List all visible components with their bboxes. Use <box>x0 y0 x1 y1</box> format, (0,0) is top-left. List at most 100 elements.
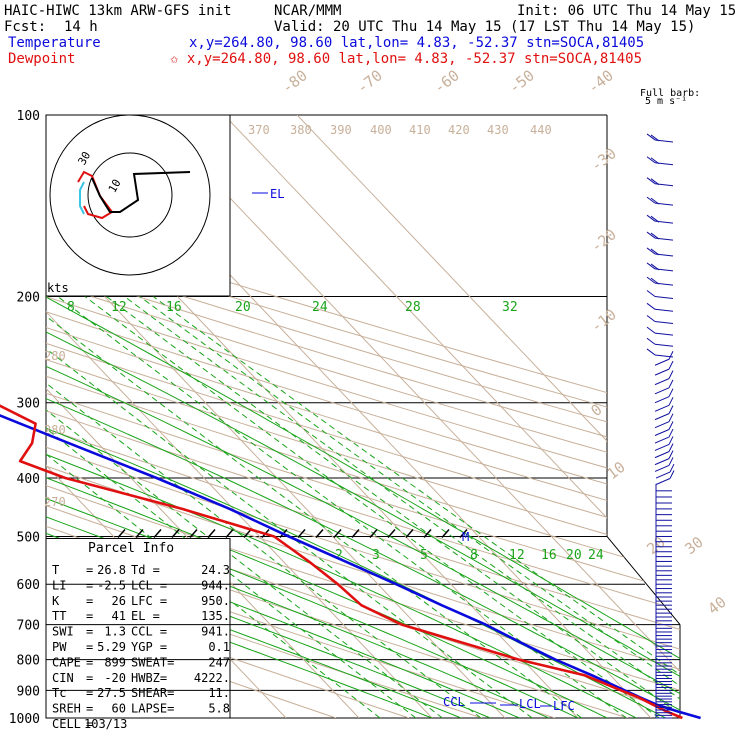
mixing-ratio-label: 8 <box>470 548 478 563</box>
wind-barb-flag <box>646 326 656 334</box>
dry-adiabat <box>46 115 680 718</box>
hodograph-trace-surface <box>79 181 85 215</box>
dry-adiabat <box>46 115 410 718</box>
isotherm-label: -30 <box>587 144 619 175</box>
pressure-label-100: 100 <box>17 109 40 124</box>
wind-barb-shaft <box>654 396 670 404</box>
mixing-ratio-line <box>139 296 680 718</box>
wind-barb-shaft <box>654 320 674 324</box>
tropopause-hatch <box>315 528 324 538</box>
fcst-label: Fcst: <box>4 19 46 35</box>
theta-label: 410 <box>409 123 431 137</box>
wind-barb-flag <box>668 413 674 422</box>
tropopause-hatch <box>441 528 450 538</box>
parcel-cell: = <box>86 655 93 669</box>
wind-barb-flag <box>646 177 656 185</box>
tropopause-hatch <box>225 528 234 538</box>
isotherm-label: -80 <box>278 66 310 97</box>
tropopause-hatch <box>333 528 342 538</box>
sounding-series <box>0 404 701 720</box>
parcel-cell: 5.8 <box>208 702 230 716</box>
mixing-ratio-line <box>57 296 627 718</box>
hodograph <box>45 114 231 297</box>
tropopause-hatch <box>243 528 252 538</box>
ccl-marker: CCL <box>443 695 465 709</box>
hodograph-trace-upper <box>91 171 191 213</box>
isotherm-label: -60 <box>430 66 462 97</box>
dry-adiabat <box>46 115 680 718</box>
parcel-cell: = <box>86 671 93 685</box>
isotherm-line <box>296 115 680 718</box>
theta-labels: 370 380 390 400 410 420 430 440 280 280 270 <box>44 123 552 509</box>
dry-adiabat <box>46 115 680 718</box>
mixing-ratio-line <box>84 296 660 718</box>
barb-key-line2: 5 m s⁻¹ <box>645 96 687 107</box>
mixing-ratio-line <box>46 296 417 718</box>
dry-adiabat <box>46 115 680 718</box>
parcel-cell: 899 <box>104 655 126 669</box>
isotherm-line <box>46 115 360 718</box>
moist-adiabat <box>46 296 680 718</box>
pressure-label-900: 900 <box>17 684 40 699</box>
wind-barb-shaft <box>654 464 670 472</box>
mixing-ratio-label: 16 <box>541 548 557 563</box>
wind-barb-flag <box>668 351 674 360</box>
wind-barb-flag <box>650 263 660 271</box>
mixing-ratio-line <box>46 296 482 718</box>
wind-barb-flag <box>646 348 656 356</box>
tropopause-hatch <box>387 528 396 538</box>
wind-barb-flag <box>668 388 674 397</box>
wind-barb-flag <box>668 379 674 389</box>
parcel-cell: 26.8 <box>97 563 126 577</box>
parcel-cell: = <box>86 717 93 731</box>
mixing-ratio-line <box>124 296 680 718</box>
pressure-label-500: 500 <box>17 530 40 545</box>
temperature-info: x,y=264.80, 98.60 lat,lon= 4.83, -52.37 … <box>189 35 644 51</box>
wind-barb-flag <box>669 470 675 479</box>
dry-adiabat <box>46 115 680 718</box>
wind-barb-flag <box>668 405 674 414</box>
fcst-value: 14 h <box>64 19 98 35</box>
dry-adiabat <box>46 115 680 718</box>
wind-barb-shaft <box>654 378 670 386</box>
parcel-cell: CIN <box>52 671 74 685</box>
parcel-cell: TT <box>52 609 66 623</box>
wind-barb-flag <box>668 436 674 445</box>
parcel-cell: 26 <box>112 594 126 608</box>
wind-barb-shaft <box>654 368 670 376</box>
parcel-cell: HWBZ= <box>131 671 167 685</box>
wind-barb-flag <box>650 197 660 205</box>
pressure-label-800: 800 <box>17 654 40 669</box>
mixing-ratio-line <box>46 296 533 718</box>
tropopause-hatch <box>153 528 162 538</box>
parcel-cell: 1.3 <box>104 625 126 639</box>
parcel-cell: LAPSE= <box>131 702 174 716</box>
pressure-label-400: 400 <box>17 472 40 487</box>
pressure-labels: 100 200 300 400 500 600 700 800 900 1000 <box>9 109 40 727</box>
theta-label: 420 <box>448 123 470 137</box>
pressure-label-700: 700 <box>17 619 40 634</box>
hodograph-ring <box>87 152 173 238</box>
mixing-ratio-line <box>152 296 680 718</box>
pressure-label-200: 200 <box>17 291 40 306</box>
parcel-cell: 27.5 <box>97 686 126 700</box>
mixing-ratio-line <box>46 296 443 718</box>
mixing-ratio-label: 20 <box>566 548 582 563</box>
parcel-cell: 41 <box>112 609 126 623</box>
dry-adiabat <box>46 115 680 718</box>
wind-barb-flag <box>646 302 656 310</box>
moist-adiabat <box>46 296 666 718</box>
tropopause-hatch <box>369 528 378 538</box>
wind-barb-flag <box>650 178 660 186</box>
parcel-cell: -20 <box>104 671 126 685</box>
wind-barb-flag <box>668 443 674 452</box>
mixing-ratio-label: 20 <box>235 300 251 315</box>
isotherm-label: 40 <box>704 593 729 618</box>
dry-adiabat <box>46 115 680 718</box>
parcel-cell: = <box>86 625 93 639</box>
tropopause-hatch <box>423 528 432 538</box>
wind-barb-flag <box>669 463 675 473</box>
isotherm-line <box>150 115 680 718</box>
wind-barb-flag <box>646 315 656 322</box>
wind-barb-flag <box>646 262 656 270</box>
